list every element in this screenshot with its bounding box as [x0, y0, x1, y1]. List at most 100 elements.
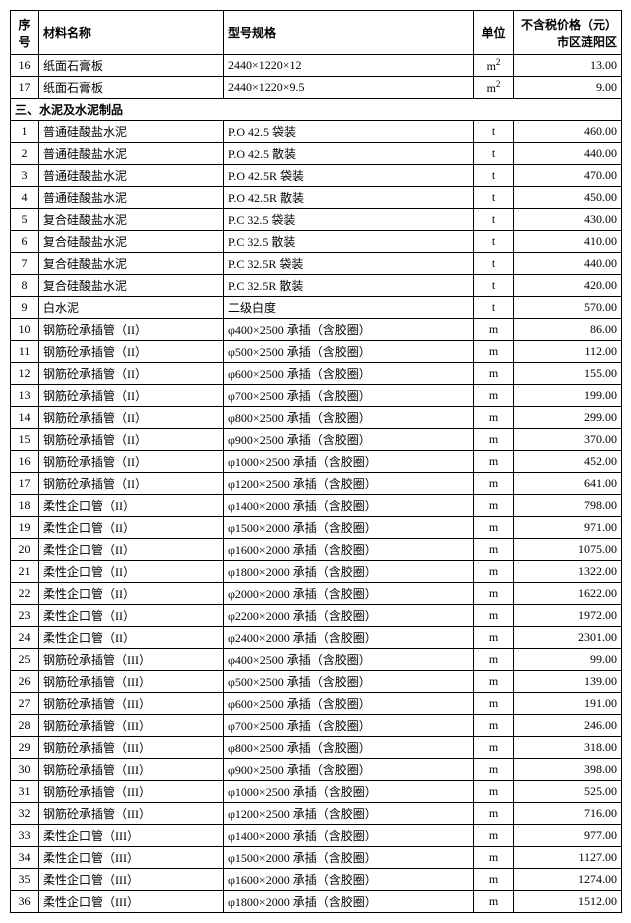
cell-price: 139.00 [514, 671, 622, 693]
cell-name: 钢筋砼承插管（II） [39, 341, 224, 363]
cell-unit: m [474, 473, 514, 495]
cell-price: 716.00 [514, 803, 622, 825]
cell-seq: 18 [11, 495, 39, 517]
cell-price: 86.00 [514, 319, 622, 341]
cell-name: 钢筋砼承插管（III） [39, 715, 224, 737]
cell-seq: 3 [11, 165, 39, 187]
cell-spec: 二级白度 [224, 297, 474, 319]
cell-spec: φ1600×2000 承插（含胶圈） [224, 539, 474, 561]
cell-name: 钢筋砼承插管（III） [39, 737, 224, 759]
table-row: 10钢筋砼承插管（II）φ400×2500 承插（含胶圈）m86.00 [11, 319, 622, 341]
cell-spec: P.C 32.5 袋装 [224, 209, 474, 231]
cell-seq: 16 [11, 451, 39, 473]
table-row: 14钢筋砼承插管（II）φ800×2500 承插（含胶圈）m299.00 [11, 407, 622, 429]
cell-spec: φ1000×2500 承插（含胶圈） [224, 781, 474, 803]
table-row: 17钢筋砼承插管（II）φ1200×2500 承插（含胶圈）m641.00 [11, 473, 622, 495]
cell-spec: P.O 42.5 散装 [224, 143, 474, 165]
table-row: 24柔性企口管（II）φ2400×2000 承插（含胶圈）m2301.00 [11, 627, 622, 649]
table-row: 9白水泥二级白度t570.00 [11, 297, 622, 319]
cell-unit: m [474, 385, 514, 407]
cell-price: 13.00 [514, 55, 622, 77]
table-row: 28钢筋砼承插管（III）φ700×2500 承插（含胶圈）m246.00 [11, 715, 622, 737]
cell-unit: m [474, 341, 514, 363]
cell-price: 440.00 [514, 143, 622, 165]
cell-unit: m [474, 495, 514, 517]
cell-unit: m [474, 319, 514, 341]
cell-spec: φ1000×2500 承插（含胶圈） [224, 451, 474, 473]
table-row: 29钢筋砼承插管（III）φ800×2500 承插（含胶圈）m318.00 [11, 737, 622, 759]
cell-unit: m [474, 825, 514, 847]
cell-unit: m [474, 693, 514, 715]
cell-seq: 10 [11, 319, 39, 341]
cell-unit: m [474, 451, 514, 473]
cell-spec: φ2000×2000 承插（含胶圈） [224, 583, 474, 605]
cell-unit: m [474, 715, 514, 737]
cell-name: 复合硅酸盐水泥 [39, 253, 224, 275]
cell-price: 398.00 [514, 759, 622, 781]
cell-name: 钢筋砼承插管（II） [39, 363, 224, 385]
cell-seq: 33 [11, 825, 39, 847]
table-row: 6复合硅酸盐水泥P.C 32.5 散装t410.00 [11, 231, 622, 253]
cell-spec: φ2400×2000 承插（含胶圈） [224, 627, 474, 649]
cell-spec: φ500×2500 承插（含胶圈） [224, 671, 474, 693]
table-row: 15钢筋砼承插管（II）φ900×2500 承插（含胶圈）m370.00 [11, 429, 622, 451]
cell-price: 99.00 [514, 649, 622, 671]
table-row: 22柔性企口管（II）φ2000×2000 承插（含胶圈）m1622.00 [11, 583, 622, 605]
cell-price: 2301.00 [514, 627, 622, 649]
cell-seq: 1 [11, 121, 39, 143]
cell-name: 复合硅酸盐水泥 [39, 275, 224, 297]
cell-name: 普通硅酸盐水泥 [39, 121, 224, 143]
cell-spec: φ1500×2000 承插（含胶圈） [224, 847, 474, 869]
cell-price: 641.00 [514, 473, 622, 495]
cell-seq: 30 [11, 759, 39, 781]
cell-spec: P.O 42.5R 袋装 [224, 165, 474, 187]
cell-unit: m [474, 517, 514, 539]
table-row: 5复合硅酸盐水泥P.C 32.5 袋装t430.00 [11, 209, 622, 231]
cell-seq: 19 [11, 517, 39, 539]
cell-spec: φ1800×2000 承插（含胶圈） [224, 561, 474, 583]
cell-unit: m [474, 363, 514, 385]
table-row: 32钢筋砼承插管（III）φ1200×2500 承插（含胶圈）m716.00 [11, 803, 622, 825]
cell-spec: φ700×2500 承插（含胶圈） [224, 715, 474, 737]
cell-name: 纸面石膏板 [39, 55, 224, 77]
cell-price: 318.00 [514, 737, 622, 759]
cell-price: 299.00 [514, 407, 622, 429]
cell-price: 1972.00 [514, 605, 622, 627]
cell-unit: t [474, 253, 514, 275]
cell-name: 钢筋砼承插管（II） [39, 429, 224, 451]
cell-unit: m [474, 737, 514, 759]
cell-spec: φ400×2500 承插（含胶圈） [224, 649, 474, 671]
cell-name: 白水泥 [39, 297, 224, 319]
cell-seq: 5 [11, 209, 39, 231]
cell-seq: 20 [11, 539, 39, 561]
cell-price: 1512.00 [514, 891, 622, 913]
table-row: 34柔性企口管（III）φ1500×2000 承插（含胶圈）m1127.00 [11, 847, 622, 869]
cell-price: 370.00 [514, 429, 622, 451]
cell-unit: m [474, 605, 514, 627]
cell-price: 246.00 [514, 715, 622, 737]
cell-unit: t [474, 187, 514, 209]
cell-name: 钢筋砼承插管（III） [39, 781, 224, 803]
cell-seq: 22 [11, 583, 39, 605]
cell-unit: m [474, 407, 514, 429]
cell-spec: P.O 42.5R 散装 [224, 187, 474, 209]
cell-seq: 36 [11, 891, 39, 913]
table-row: 8复合硅酸盐水泥P.C 32.5R 散装t420.00 [11, 275, 622, 297]
cell-unit: t [474, 165, 514, 187]
header-seq: 序号 [11, 11, 39, 55]
cell-seq: 23 [11, 605, 39, 627]
cell-name: 柔性企口管（III） [39, 891, 224, 913]
cell-seq: 8 [11, 275, 39, 297]
cell-name: 柔性企口管（III） [39, 847, 224, 869]
cell-price: 199.00 [514, 385, 622, 407]
cell-seq: 25 [11, 649, 39, 671]
cell-unit: m2 [474, 55, 514, 77]
cell-spec: φ700×2500 承插（含胶圈） [224, 385, 474, 407]
cell-name: 普通硅酸盐水泥 [39, 187, 224, 209]
cell-seq: 11 [11, 341, 39, 363]
cell-price: 570.00 [514, 297, 622, 319]
cell-seq: 35 [11, 869, 39, 891]
cell-spec: φ1800×2000 承插（含胶圈） [224, 891, 474, 913]
table-row: 36柔性企口管（III）φ1800×2000 承插（含胶圈）m1512.00 [11, 891, 622, 913]
table-row: 30钢筋砼承插管（III）φ900×2500 承插（含胶圈）m398.00 [11, 759, 622, 781]
